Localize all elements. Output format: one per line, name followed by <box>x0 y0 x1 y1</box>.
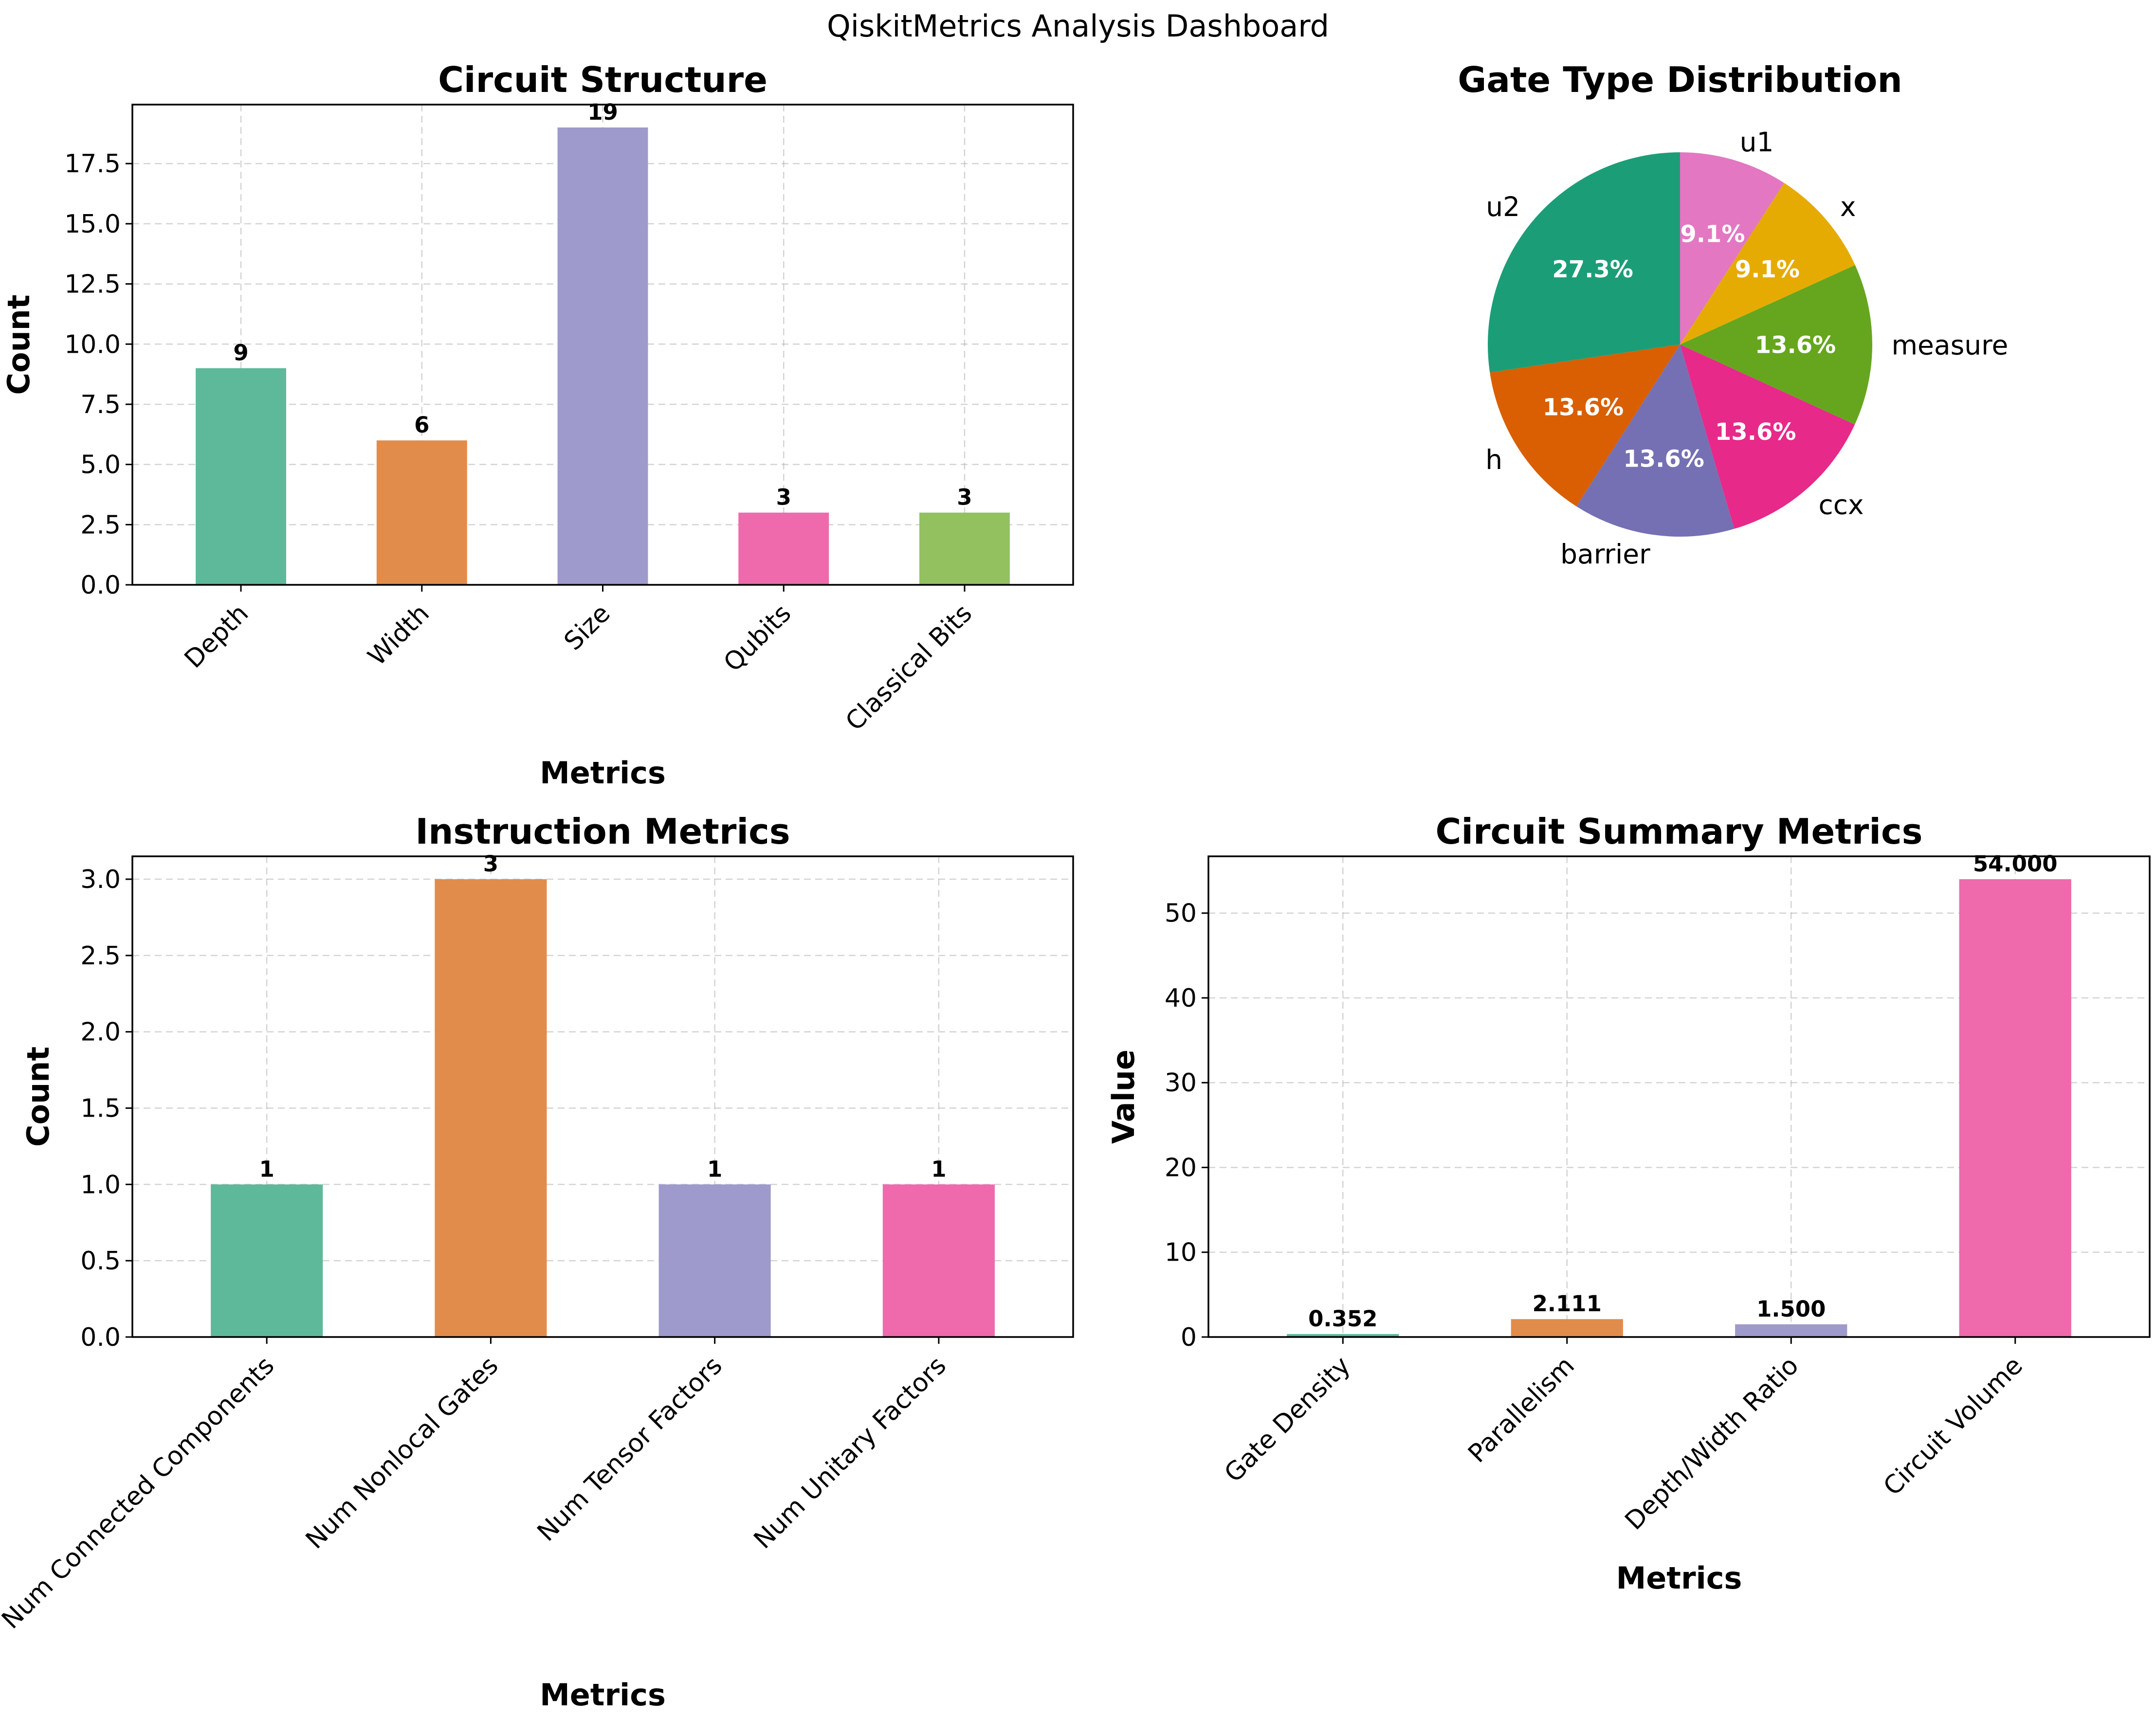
pie-percent-h: 13.6% <box>1543 394 1624 421</box>
y-tick-label: 17.5 <box>64 149 121 179</box>
bar-qubits <box>738 512 829 585</box>
x-tick-label-gate-density: Gate Density <box>1219 1351 1356 1488</box>
pie-slice-u2 <box>1487 152 1680 373</box>
pie-percent-barrier: 13.6% <box>1623 446 1704 473</box>
y-tick-label: 0 <box>1181 1323 1197 1352</box>
data-label-num-unitary-factors: 1 <box>931 1156 946 1182</box>
bar-num-nonlocal-gates <box>435 879 547 1337</box>
pie-label-h: h <box>1485 444 1502 475</box>
x-tick-label-num-connected-components: Num Connected Components <box>0 1351 280 1635</box>
y-tick-label: 20 <box>1165 1153 1197 1182</box>
pie-slice-x <box>1680 182 1855 344</box>
bar-parallelism <box>1511 1319 1623 1337</box>
pie-percent-x: 9.1% <box>1735 256 1800 283</box>
data-label-depth: 9 <box>233 340 248 366</box>
bar-depth <box>196 368 286 585</box>
pie-slice-measure <box>1680 265 1873 425</box>
dashboard-title: QiskitMetrics Analysis Dashboard <box>827 8 1329 44</box>
pie-label-barrier: barrier <box>1560 539 1650 570</box>
y-tick-label: 12.5 <box>64 270 121 299</box>
bar-circuit-volume <box>1959 879 2071 1337</box>
x-tick-label-classical-bits: Classical Bits <box>840 599 978 737</box>
gate-type-distribution-chart: u2 27.3% h 13.6% barrier 13.6% ccx 13.6% measure… <box>1458 59 2008 570</box>
data-label-num-connected-components: 1 <box>259 1156 274 1182</box>
chart-title: Circuit Summary Metrics <box>1435 811 1922 852</box>
x-axis-label: Metrics <box>1616 1560 1742 1596</box>
data-label-width: 6 <box>414 412 429 438</box>
data-label-circuit-volume: 54.000 <box>1973 851 2058 877</box>
y-axis-label: Value <box>1106 1049 1141 1144</box>
pie-slice-h <box>1490 344 1680 506</box>
bar-size <box>557 127 648 585</box>
x-tick-label-parallelism: Parallelism <box>1462 1351 1580 1469</box>
bar-depth-width-ratio <box>1735 1324 1847 1337</box>
y-tick-label: 10.0 <box>64 330 121 359</box>
x-tick-label-size: Size <box>559 599 616 656</box>
pie-label-x: x <box>1840 191 1856 222</box>
pie-slice-u1 <box>1680 152 1784 344</box>
data-label-qubits: 3 <box>776 485 791 510</box>
x-tick-label-num-tensor-factors: Num Tensor Factors <box>532 1351 728 1547</box>
y-tick-label: 10 <box>1165 1238 1197 1267</box>
y-tick-label: 3.0 <box>80 865 121 894</box>
pie-slice-ccx <box>1680 344 1855 529</box>
data-label-size: 19 <box>587 99 618 125</box>
y-tick-label: 1.0 <box>80 1170 121 1199</box>
x-tick-label-depth: Depth <box>179 599 254 674</box>
pie-percent-u2: 27.3% <box>1552 256 1633 283</box>
y-tick-label: 0.0 <box>80 1323 121 1352</box>
circuit-summary-metrics-chart: 0.352 2.111 1.500 54.000 0 10 20 30 40 50 Gate Den… <box>1106 811 2151 1596</box>
y-tick-label: 1.5 <box>80 1094 121 1123</box>
bar-num-tensor-factors <box>658 1184 771 1337</box>
y-tick-label: 7.5 <box>80 390 121 419</box>
y-tick-label: 2.0 <box>80 1018 121 1047</box>
x-tick-label-width: Width <box>363 599 435 671</box>
y-tick-label: 50 <box>1165 899 1197 928</box>
x-axis-label: Metrics <box>540 1677 666 1713</box>
y-tick-label: 2.5 <box>80 941 121 971</box>
bar-num-connected-components <box>211 1184 323 1337</box>
pie-slice-barrier <box>1576 344 1735 537</box>
pie-label-u2: u2 <box>1486 191 1520 222</box>
y-tick-label: 2.5 <box>80 510 121 540</box>
chart-title: Circuit Structure <box>438 59 767 100</box>
y-tick-label: 30 <box>1165 1068 1197 1098</box>
y-tick-label: 5.0 <box>80 451 121 480</box>
bar-width <box>376 440 467 585</box>
x-tick-label-circuit-volume: Circuit Volume <box>1878 1351 2028 1501</box>
pie-percent-u1: 9.1% <box>1680 221 1745 248</box>
data-label-parallelism: 2.111 <box>1533 1291 1602 1317</box>
data-label-num-nonlocal-gates: 3 <box>483 851 498 877</box>
data-label-depth-width-ratio: 1.500 <box>1756 1296 1826 1322</box>
bar-classical-bits <box>919 512 1010 585</box>
pie-label-u1: u1 <box>1740 127 1774 158</box>
y-tick-label: 0.0 <box>80 571 121 600</box>
plot-frame <box>131 855 1074 1338</box>
x-axis-label: Metrics <box>540 755 666 791</box>
x-tick-label-num-unitary-factors: Num Unitary Factors <box>749 1351 952 1554</box>
data-label-classical-bits: 3 <box>957 485 972 510</box>
bar-gate-density <box>1287 1334 1399 1337</box>
x-tick-label-depth-width-ratio: Depth/Width Ratio <box>1620 1351 1805 1536</box>
y-tick-label: 40 <box>1165 984 1197 1013</box>
chart-title: Gate Type Distribution <box>1458 59 1902 100</box>
data-label-num-tensor-factors: 1 <box>707 1156 722 1182</box>
pie-label-measure: measure <box>1891 330 2008 361</box>
chart-title: Instruction Metrics <box>415 811 790 852</box>
data-label-gate-density: 0.352 <box>1308 1306 1377 1332</box>
pie-percent-ccx: 13.6% <box>1715 418 1796 446</box>
plot-frame <box>1207 855 2151 1338</box>
x-tick-label-qubits: Qubits <box>718 599 797 678</box>
bar-num-unitary-factors <box>882 1184 995 1337</box>
y-axis-label: Count <box>1 294 37 395</box>
pie-percent-measure: 13.6% <box>1755 331 1836 359</box>
y-axis-label: Count <box>20 1047 56 1147</box>
y-tick-label: 0.5 <box>80 1247 121 1276</box>
y-tick-label: 15.0 <box>64 210 121 239</box>
instruction-metrics-chart: 1 3 1 1 0.0 0.5 1.0 1.5 2.0 2.5 3.0 Num Connected C… <box>0 811 1074 1713</box>
x-tick-label-num-nonlocal-gates: Num Nonlocal Gates <box>300 1351 504 1555</box>
pie-label-ccx: ccx <box>1818 489 1864 520</box>
circuit-structure-chart: 9 6 19 3 3 0.0 2.5 5.0 7.5 10.0 12.5 15.0 17.5 Depth W… <box>1 59 1074 791</box>
